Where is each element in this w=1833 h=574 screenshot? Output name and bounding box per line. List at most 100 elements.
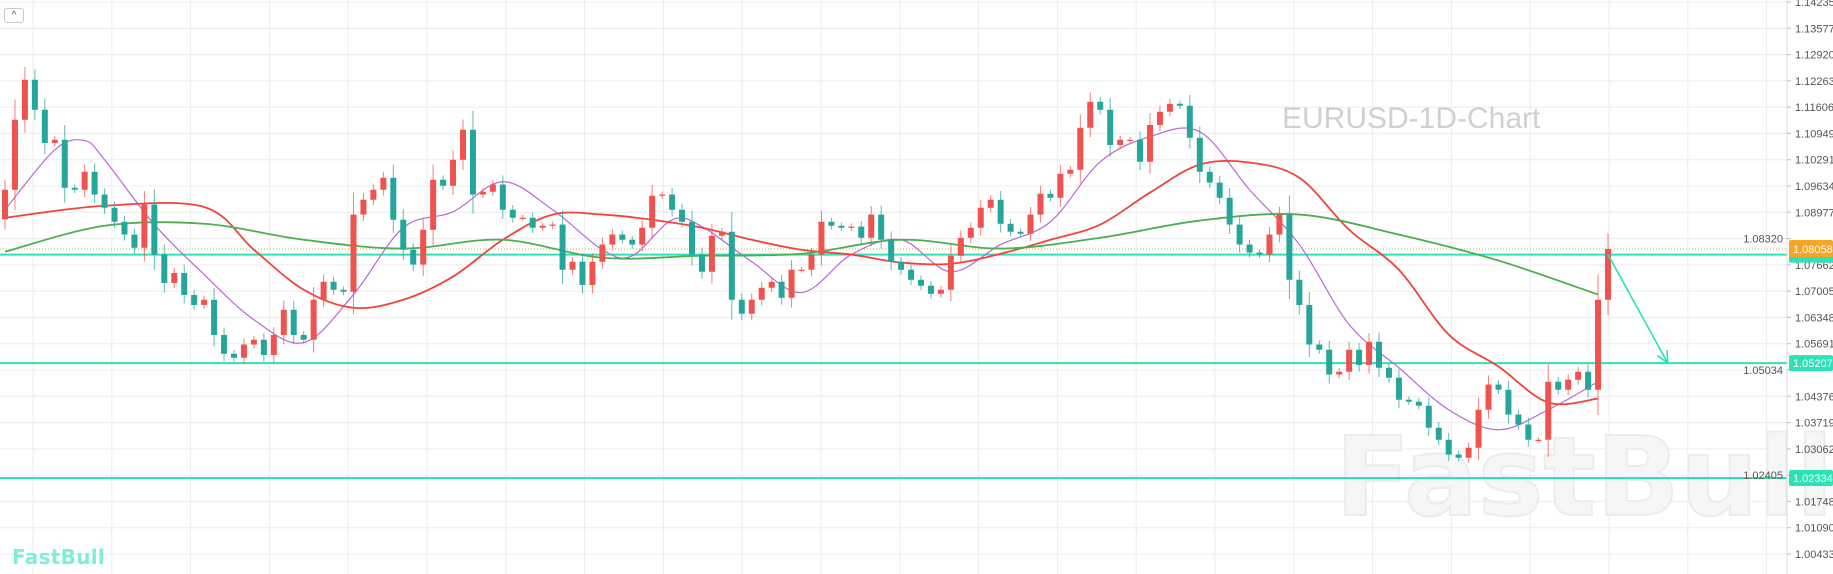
candle-down xyxy=(1445,439,1452,455)
axis-tick-label: 1.07005 xyxy=(1795,286,1833,298)
price-axis[interactable]: 1.14235 1.13577 1.12920 1.12263 1.11606 1.109… xyxy=(1743,0,1833,574)
candle-up xyxy=(957,237,964,256)
candle-up xyxy=(11,119,18,190)
candle-down xyxy=(509,209,516,218)
level-price-label: 1.02334 xyxy=(1793,473,1833,485)
candle-down xyxy=(1206,171,1213,183)
candle-up xyxy=(201,299,208,305)
candle-down xyxy=(1525,424,1532,440)
candle-down xyxy=(728,231,735,300)
candle-up xyxy=(1027,214,1034,234)
candle-down xyxy=(619,234,626,240)
candle-up xyxy=(539,225,546,228)
candle-down xyxy=(290,309,297,335)
candle-up xyxy=(21,79,28,120)
current-price-tag xyxy=(1789,240,1833,258)
axis-tick-label: 1.09634 xyxy=(1795,181,1833,193)
moving-average-line-3 xyxy=(4,213,1599,296)
candle-down xyxy=(440,179,447,186)
candle-up xyxy=(748,299,755,314)
candle-up xyxy=(718,231,725,236)
candle-up xyxy=(1037,193,1044,215)
candle-down xyxy=(1385,367,1392,378)
axis-tick-label: 1.08320 xyxy=(1743,234,1783,246)
candle-down xyxy=(300,334,307,340)
candle-up xyxy=(280,309,287,335)
candle-down xyxy=(1196,137,1203,172)
candle-down xyxy=(1256,252,1263,255)
candle-down xyxy=(918,279,924,286)
candle-up xyxy=(549,224,556,226)
candle-down xyxy=(1246,244,1253,253)
chevron-up-icon: ^ xyxy=(11,9,17,21)
candle-down xyxy=(191,294,198,305)
candle-up xyxy=(788,269,795,298)
candle-down xyxy=(838,225,845,228)
axis-tick-label: 1.03062 xyxy=(1795,444,1833,456)
candle-up xyxy=(708,235,715,272)
candle-up xyxy=(798,269,805,271)
candle-up xyxy=(1276,214,1283,235)
candle-down xyxy=(131,234,138,248)
candle-down xyxy=(1425,405,1432,428)
candle-up xyxy=(808,254,815,270)
candle-up xyxy=(2,189,8,220)
arrow-shaft xyxy=(1607,254,1669,364)
candle-up xyxy=(818,221,825,255)
candle-down xyxy=(1415,401,1422,406)
candle-up xyxy=(1485,384,1492,410)
candle-down xyxy=(738,299,745,314)
candle-down xyxy=(1495,384,1502,390)
candle-down xyxy=(689,221,695,255)
axis-tick-label: 1.14235 xyxy=(1795,0,1833,9)
candle-up xyxy=(1087,101,1094,128)
candle-down xyxy=(1555,381,1562,390)
axis-tick-label: 1.10291 xyxy=(1795,155,1833,167)
candle-up xyxy=(250,339,257,345)
axis-tick-label: 1.07662 xyxy=(1795,260,1833,272)
candle-up xyxy=(360,199,367,215)
candle-down xyxy=(330,281,337,290)
candle-up xyxy=(868,214,875,238)
candle-down xyxy=(1236,224,1243,245)
candle-up xyxy=(1156,111,1163,125)
candle-up xyxy=(649,195,656,228)
candle-down xyxy=(1176,103,1183,106)
candle-up xyxy=(569,261,576,270)
candle-down xyxy=(1047,193,1054,198)
candle-down xyxy=(101,194,108,208)
brand-logo: FastBull xyxy=(12,545,106,569)
candle-down xyxy=(221,334,228,354)
candle-down xyxy=(231,353,237,358)
candle-down xyxy=(559,224,566,270)
candle-up xyxy=(1117,139,1124,145)
candle-up xyxy=(848,226,855,228)
candle-up xyxy=(977,207,984,228)
collapse-button[interactable]: ^ xyxy=(4,8,24,23)
candle-up xyxy=(599,244,606,262)
candle-down xyxy=(61,139,68,188)
candle-down xyxy=(908,269,915,280)
candle-down xyxy=(91,171,98,195)
candle-up xyxy=(589,261,596,285)
level-price-label: 1.05207 xyxy=(1793,358,1833,370)
chart-title-watermark: EURUSD-1D-Chart xyxy=(1282,102,1541,135)
candle-down xyxy=(410,249,417,265)
candle-up xyxy=(489,184,496,192)
candle-up xyxy=(1127,139,1134,141)
candle-down xyxy=(1286,214,1293,280)
candle-up xyxy=(1346,349,1353,372)
candle-down xyxy=(340,289,347,292)
axis-tick-label: 1.01090 xyxy=(1795,523,1833,535)
level-price-tag xyxy=(1789,355,1833,372)
candle-down xyxy=(1356,349,1363,365)
candle-down xyxy=(529,217,536,228)
candle-down xyxy=(778,281,785,298)
candle-down xyxy=(888,239,895,262)
axis-tick-label: 1.04376 xyxy=(1795,391,1833,403)
arrow-head-icon xyxy=(1656,350,1669,365)
axis-tick-label: 1.01748 xyxy=(1795,496,1833,508)
candle-down xyxy=(1226,197,1233,225)
candle-down xyxy=(898,261,905,270)
